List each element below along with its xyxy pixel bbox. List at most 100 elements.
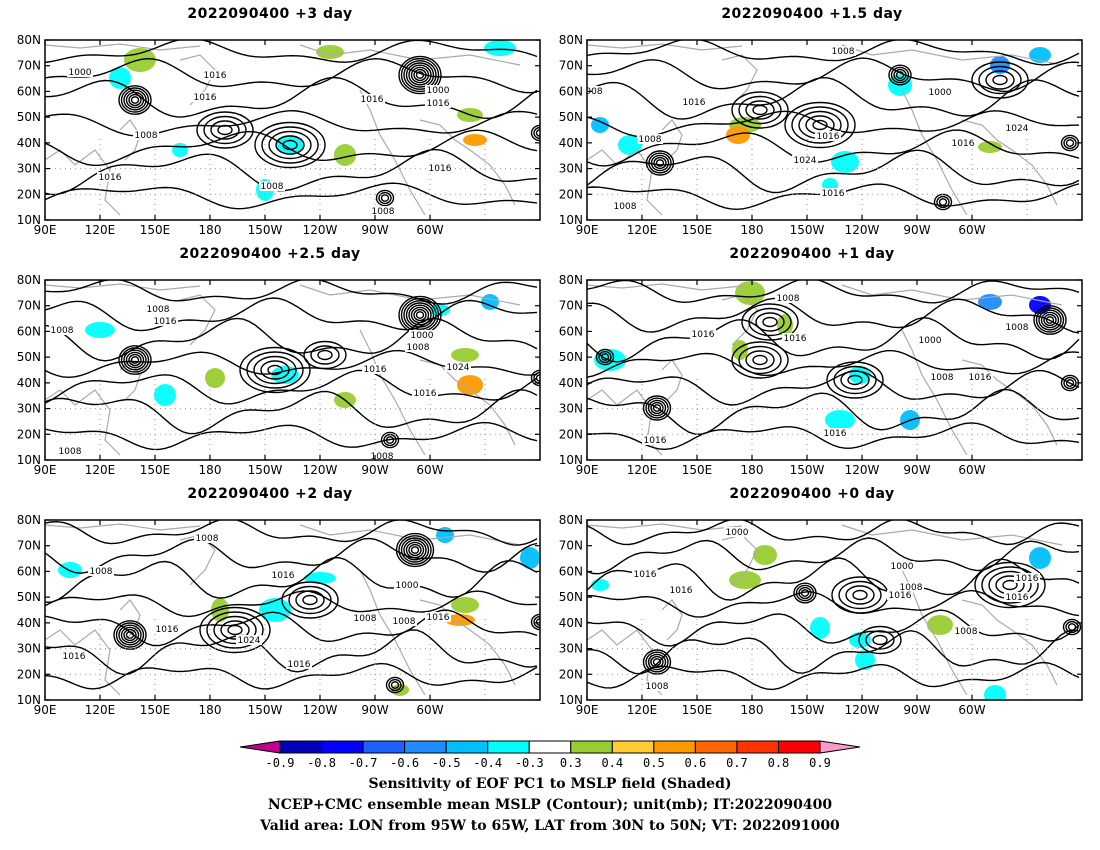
lon-tick-label: 90W — [361, 463, 388, 477]
contour-label: 1016 — [361, 95, 384, 105]
contour-label-bg — [425, 612, 451, 622]
low-pressure-contour — [1065, 139, 1075, 147]
contour-label-bg — [929, 372, 955, 382]
gridlines — [45, 619, 540, 700]
high-pressure-contour — [762, 316, 778, 328]
contour-label-bg — [359, 94, 385, 104]
coastline — [45, 523, 201, 531]
lon-tick-label: 180 — [741, 463, 764, 477]
low-pressure-contour — [403, 539, 427, 561]
high-pressure-contour — [281, 581, 339, 619]
sensitivity-shade — [825, 410, 855, 430]
low-pressure-contour — [1067, 623, 1077, 631]
contour-group — [45, 520, 540, 694]
contour-group — [587, 520, 1082, 691]
colorbar-tick-label: 0.5 — [643, 756, 665, 770]
low-pressure-contour — [120, 347, 150, 373]
contour-label: 1016 — [194, 93, 217, 103]
contour-label: 1000 — [427, 86, 450, 96]
lat-tick-label: 50N — [559, 110, 583, 124]
high-pressure-contour — [741, 303, 799, 341]
lon-tick-label: 150E — [682, 463, 713, 477]
lon-tick-label: 90W — [903, 463, 930, 477]
coastline — [587, 523, 743, 531]
contour-label: 1024 — [1006, 124, 1029, 134]
coastline — [587, 629, 663, 696]
low-pressure-contour — [125, 351, 145, 369]
low-pressure-contour — [893, 68, 907, 82]
low-pressure-contour — [600, 353, 610, 361]
sensitivity-shade — [729, 571, 761, 589]
lon-tick-label: 150E — [140, 463, 171, 477]
low-pressure-contour — [535, 374, 540, 382]
low-pressure-contour — [888, 64, 912, 86]
contour-label-bg — [782, 333, 808, 343]
panel-title: 2022090400 +0 day — [729, 486, 895, 502]
contour-label: 1016 — [364, 365, 387, 375]
lon-tick-label: 60W — [416, 223, 443, 237]
lon-tick-label: 180 — [199, 223, 222, 237]
sensitivity-shade — [205, 368, 225, 388]
low-pressure-contour — [375, 189, 395, 207]
high-pressure-contour — [239, 346, 311, 394]
panel-title: 2022090400 +1 day — [729, 246, 895, 262]
low-pressure-contour — [1063, 376, 1077, 390]
coastline — [901, 329, 968, 456]
colorbar-swatch — [321, 740, 364, 754]
low-pressure-contour — [410, 66, 430, 84]
contour-label-bg — [927, 87, 953, 97]
lon-tick-label: 90W — [903, 223, 930, 237]
mslp-contour — [587, 369, 1080, 406]
contour-label: 1016 — [644, 436, 667, 446]
low-pressure-contour — [125, 631, 135, 639]
contour-label: 1000 — [919, 336, 942, 346]
lat-tick-label: 10N — [17, 453, 41, 467]
lon-tick-label: 150W — [790, 703, 825, 717]
sensitivity-shade — [1029, 547, 1051, 569]
coastline — [841, 284, 1063, 306]
colorbar-max-arrow — [819, 740, 860, 754]
lat-tick-label: 60N — [17, 564, 41, 578]
contour-label-bg — [668, 585, 694, 595]
contour-label: 1008 — [90, 567, 113, 577]
low-pressure-contour — [123, 349, 147, 371]
mslp-contour — [45, 520, 538, 546]
caption-line-3: Valid area: LON from 95W to 65W, LAT fro… — [260, 818, 840, 834]
high-pressure-contour — [978, 65, 1022, 95]
high-pressure-contour — [826, 361, 884, 399]
low-pressure-contour — [598, 350, 612, 364]
low-pressure-contour — [378, 191, 392, 205]
sensitivity-shade — [457, 375, 483, 395]
contour-label-bg — [953, 626, 979, 636]
low-pressure-contour — [120, 87, 150, 113]
high-pressure-contour — [254, 121, 326, 169]
coastline — [587, 283, 743, 291]
plot-frame — [586, 39, 1083, 221]
coastline — [299, 284, 521, 306]
mslp-contour — [587, 422, 1080, 451]
low-pressure-contour — [403, 60, 437, 90]
low-pressure-contour — [530, 124, 540, 142]
colorbar-tick-label: -0.5 — [431, 756, 461, 770]
contour-label: 1016 — [154, 317, 177, 327]
low-pressure-contour — [405, 302, 435, 328]
contour-label-bg — [1004, 592, 1030, 602]
plot-frame — [586, 279, 1083, 461]
high-pressure-contour — [261, 126, 319, 164]
map-panel-2: 2022090400 +1.5 day 008 1008 1016 1008 1016 1… — [542, 0, 1083, 240]
sensitivity-shade — [277, 135, 303, 155]
contour-label-bg — [644, 681, 670, 691]
low-pressure-contour — [123, 89, 147, 111]
coastline — [587, 149, 663, 216]
colorbar-tick-label: 0.7 — [726, 756, 748, 770]
map-panel-5: 2022090400 +2 day 1008 1008 1016 1016 1016 10… — [0, 480, 541, 720]
contour-label-bg — [88, 566, 114, 576]
colorbar-tick-label: 0.8 — [767, 756, 790, 770]
mslp-contour — [587, 280, 1080, 304]
mslp-contour — [587, 316, 1080, 363]
map-plot: 1000 1016 1016 1000 1008 1016 1008 1016 1016 1016… — [17, 33, 541, 237]
panel-title: 2022090400 +2.5 day — [179, 246, 361, 262]
sensitivity-shade — [172, 143, 188, 157]
sensitivity-shade — [58, 562, 82, 578]
